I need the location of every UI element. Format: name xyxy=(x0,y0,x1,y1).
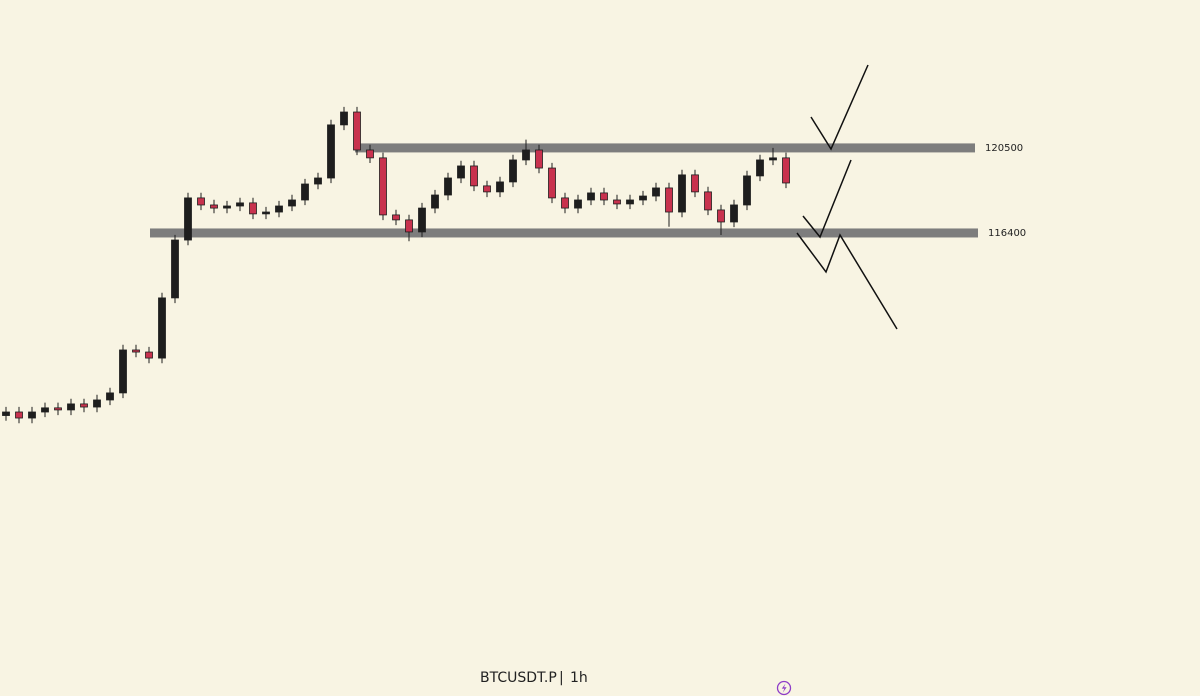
candle-body xyxy=(28,411,36,419)
candle-body xyxy=(652,187,660,197)
candles xyxy=(2,106,790,424)
candle-body xyxy=(574,199,582,209)
candle-body xyxy=(483,185,491,193)
candle-body xyxy=(509,159,517,183)
candle-body xyxy=(132,349,140,353)
bullish-path xyxy=(810,64,869,151)
candle-body xyxy=(613,199,621,205)
candle-body xyxy=(717,209,725,223)
candle-body xyxy=(769,157,777,161)
candle-body xyxy=(470,165,478,187)
candle-body xyxy=(353,111,361,151)
candle-body xyxy=(262,211,270,215)
bearish-path xyxy=(796,232,898,330)
candle-body xyxy=(301,183,309,201)
icon-bolt xyxy=(781,683,787,693)
bullish-retest-path xyxy=(802,159,852,239)
candle-body xyxy=(522,149,530,161)
candle-body xyxy=(431,194,439,209)
level-band xyxy=(150,228,978,238)
candle-body xyxy=(730,204,738,223)
candle-body xyxy=(184,197,192,241)
candle-body xyxy=(626,199,634,205)
candle-body xyxy=(67,403,75,411)
candle-body xyxy=(756,159,764,177)
candle-body xyxy=(15,411,23,419)
candle-body xyxy=(106,392,114,401)
separator: | xyxy=(559,670,564,686)
candle-body xyxy=(119,349,127,394)
candle-body xyxy=(223,205,231,209)
candle-body xyxy=(80,403,88,408)
icon-circle xyxy=(776,680,792,696)
candle-body xyxy=(392,214,400,221)
candle-body xyxy=(366,149,374,159)
candle-body xyxy=(639,195,647,201)
candle-body xyxy=(548,167,556,199)
candle-body xyxy=(535,149,543,169)
candle-body xyxy=(2,411,10,416)
candle-body xyxy=(444,177,452,196)
interval: 1h xyxy=(570,670,588,686)
levels: 120500 116400 xyxy=(150,143,1026,239)
candle-body xyxy=(418,207,426,233)
symbol: BTCUSDT.P xyxy=(480,670,557,686)
scenario-arrows xyxy=(796,64,898,330)
candle-body xyxy=(379,157,387,216)
candle-body xyxy=(275,205,283,213)
candle-body xyxy=(210,204,218,209)
candle-body xyxy=(457,165,465,179)
candle-body xyxy=(587,192,595,201)
candle-body xyxy=(314,177,322,185)
candle-body xyxy=(54,407,62,411)
candle-body xyxy=(158,297,166,359)
candle-body xyxy=(561,197,569,209)
candle-body xyxy=(405,219,413,233)
candle-body xyxy=(171,239,179,299)
candle-body xyxy=(678,174,686,213)
candle-body xyxy=(236,202,244,207)
candle-body xyxy=(93,399,101,408)
candle-body xyxy=(704,191,712,211)
candle-body xyxy=(327,124,335,179)
candle-body xyxy=(743,175,751,206)
candle-body xyxy=(782,157,790,184)
candle-body xyxy=(145,351,153,359)
level-band xyxy=(355,143,975,153)
level-label: 116400 xyxy=(988,228,1026,239)
candle-body xyxy=(496,181,504,193)
candle-body xyxy=(41,407,49,413)
candle-body xyxy=(197,197,205,206)
candle-body xyxy=(600,192,608,201)
candle-body xyxy=(665,187,673,213)
candle-body xyxy=(340,111,348,126)
candle-body xyxy=(691,174,699,193)
candle-body xyxy=(249,202,257,215)
candle-body xyxy=(288,199,296,207)
level-label: 120500 xyxy=(985,143,1023,154)
power-icon[interactable] xyxy=(776,680,792,696)
